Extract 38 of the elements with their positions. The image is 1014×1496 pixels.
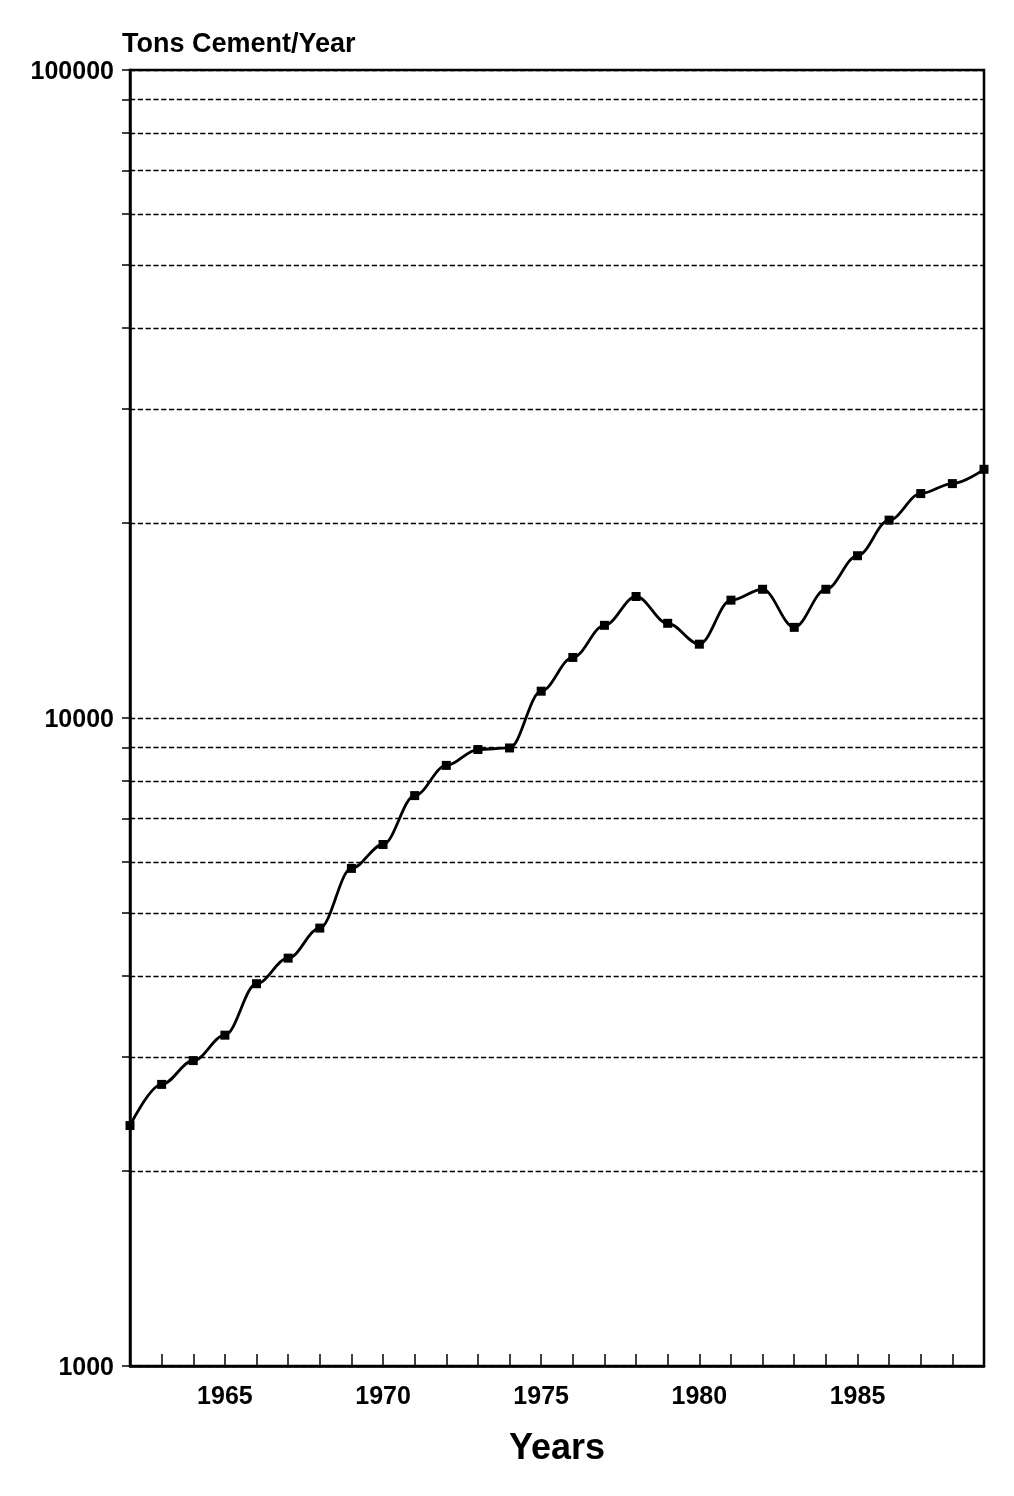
point [726, 595, 736, 605]
point [694, 639, 704, 649]
point [821, 584, 831, 594]
x-tick-label: 1980 [671, 1380, 728, 1409]
x-axis-title: Years [508, 1425, 606, 1467]
point [346, 863, 356, 873]
point [568, 652, 578, 662]
point [505, 743, 515, 753]
point [410, 791, 420, 801]
y-axis-title: Tons Cement/Year [122, 27, 357, 58]
point [188, 1056, 198, 1066]
point [157, 1079, 167, 1089]
point [789, 622, 799, 632]
y-tick-label: 1000 [58, 1352, 114, 1380]
point [315, 923, 325, 933]
point [441, 760, 451, 770]
x-tick-label: 1985 [829, 1380, 886, 1409]
x-tick-label: 1975 [513, 1380, 570, 1409]
point [758, 584, 768, 594]
point [947, 479, 957, 489]
point [473, 745, 483, 755]
point [283, 953, 293, 963]
point [378, 839, 388, 849]
point [599, 620, 609, 630]
point [252, 979, 262, 989]
point [125, 1121, 135, 1131]
x-tick-label: 1965 [197, 1380, 253, 1409]
y-tick-label: 100000 [30, 56, 114, 84]
point [852, 551, 862, 561]
point [884, 515, 894, 525]
point [979, 464, 989, 474]
point [631, 591, 641, 601]
point [220, 1030, 230, 1040]
y-tick-label: 10000 [44, 704, 114, 732]
x-tick-label: 1970 [355, 1380, 411, 1409]
point [663, 618, 673, 628]
point [916, 489, 926, 499]
point [536, 686, 546, 696]
